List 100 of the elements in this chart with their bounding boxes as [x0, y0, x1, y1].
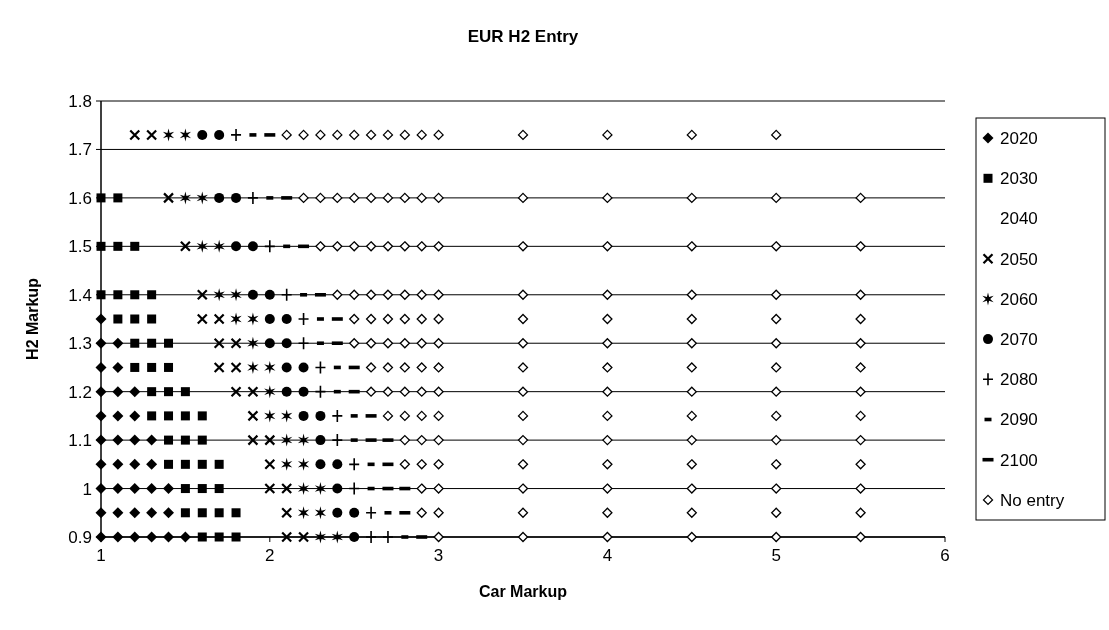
point	[179, 128, 192, 142]
point	[180, 508, 190, 518]
point	[130, 241, 140, 251]
point	[95, 507, 107, 519]
point	[264, 314, 275, 324]
point	[147, 338, 157, 348]
point	[162, 192, 175, 204]
point	[281, 409, 293, 423]
point	[95, 337, 107, 349]
point	[264, 458, 276, 470]
point	[95, 458, 107, 470]
point	[95, 361, 107, 373]
point	[264, 289, 275, 300]
point	[163, 531, 175, 543]
point	[129, 434, 141, 446]
point	[314, 482, 327, 496]
point	[231, 508, 241, 518]
point	[315, 410, 326, 421]
point	[147, 387, 157, 397]
point	[264, 434, 276, 446]
y-tick-label: 1.4	[68, 285, 92, 305]
point	[297, 312, 310, 326]
point	[264, 409, 276, 423]
point	[281, 433, 293, 447]
point	[130, 338, 140, 348]
point	[298, 410, 309, 421]
point	[180, 435, 190, 445]
legend-label: No entry	[1000, 490, 1065, 510]
point	[180, 387, 190, 397]
point	[348, 457, 360, 472]
point	[197, 532, 207, 542]
point	[196, 289, 208, 301]
point	[365, 530, 377, 544]
point	[281, 482, 293, 495]
point	[146, 458, 158, 470]
point	[331, 433, 344, 447]
point	[314, 384, 327, 399]
point	[146, 434, 158, 446]
y-tick-label: 1.5	[68, 237, 92, 257]
point	[213, 288, 225, 302]
point	[214, 129, 225, 140]
point	[112, 410, 124, 422]
point	[129, 129, 141, 141]
point	[382, 530, 394, 544]
point	[281, 338, 292, 349]
point	[331, 409, 344, 423]
point	[247, 312, 259, 326]
point	[146, 129, 158, 141]
x-tick-label: 2	[265, 546, 275, 565]
point	[281, 531, 293, 543]
point	[214, 484, 224, 494]
point	[163, 483, 175, 495]
legend-label: 2080	[1000, 370, 1038, 390]
point	[146, 531, 158, 543]
point	[230, 288, 242, 302]
point	[129, 531, 141, 543]
point	[112, 483, 124, 495]
point	[298, 362, 309, 373]
y-tick-label: 1	[82, 479, 92, 499]
y-tick-label: 1.8	[68, 91, 92, 111]
point	[297, 433, 310, 447]
point	[147, 411, 157, 421]
point	[146, 483, 158, 495]
point	[162, 128, 175, 142]
point	[179, 531, 191, 543]
point	[113, 314, 123, 324]
point	[247, 241, 258, 252]
x-tick-label: 5	[771, 546, 781, 565]
point	[230, 128, 242, 142]
point	[281, 507, 293, 519]
y-tick-label: 1.2	[68, 382, 92, 402]
point	[331, 530, 343, 544]
point	[179, 240, 191, 252]
legend-label: 2090	[1000, 410, 1038, 430]
point	[113, 241, 123, 251]
point	[280, 287, 293, 302]
point	[95, 313, 107, 325]
point	[95, 434, 107, 446]
point	[112, 361, 124, 373]
point	[297, 506, 310, 520]
point	[180, 484, 190, 494]
point	[112, 458, 124, 470]
point	[349, 532, 360, 542]
point	[230, 337, 242, 349]
point	[214, 192, 225, 203]
y-tick-label: 1.7	[68, 140, 92, 160]
point	[146, 507, 158, 519]
point	[129, 410, 141, 422]
legend-label: 2050	[1000, 249, 1038, 269]
y-tick-label: 1.3	[68, 334, 92, 354]
point	[180, 411, 190, 421]
point	[281, 362, 292, 373]
point	[315, 459, 326, 470]
legend-label: 2020	[1000, 129, 1038, 149]
point	[214, 459, 224, 469]
point	[163, 507, 175, 519]
point	[281, 314, 292, 324]
point	[196, 239, 208, 253]
point	[129, 483, 141, 495]
point	[95, 531, 107, 543]
